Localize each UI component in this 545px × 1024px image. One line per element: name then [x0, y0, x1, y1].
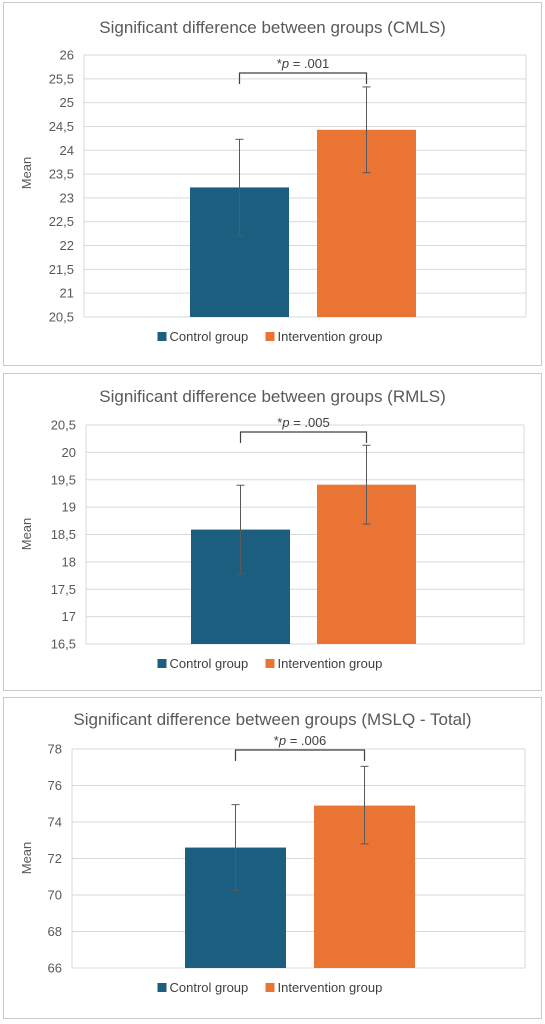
y-axis-label: Mean: [19, 157, 34, 190]
y-tick-label: 19,5: [51, 472, 76, 487]
chart-title: Significant difference between groups (R…: [99, 387, 445, 406]
y-tick-label: 26: [60, 48, 74, 63]
y-tick-label: 21,5: [49, 262, 74, 277]
chart-title: Significant difference between groups (M…: [73, 710, 471, 729]
chart-panel-rmls: Significant difference between groups (R…: [3, 373, 542, 691]
p-value-annotation: *p = .006: [274, 733, 326, 748]
y-tick-label: 20,5: [49, 310, 74, 325]
legend-intervention-group-label: Intervention group: [278, 980, 383, 995]
y-tick-label: 22: [60, 238, 74, 253]
legend-intervention-group-swatch: [265, 659, 275, 668]
y-tick-label: 21: [60, 286, 74, 301]
y-tick-label: 18,5: [51, 527, 76, 542]
chart-panel-mslq-total: Significant difference between groups (M…: [3, 697, 542, 1019]
y-tick-label: 19: [62, 500, 76, 515]
y-tick-label: 25,5: [49, 71, 74, 86]
y-tick-label: 17: [62, 609, 76, 624]
y-tick-label: 17,5: [51, 582, 76, 597]
legend-control-group-label: Control group: [170, 656, 249, 671]
legend-control-group-swatch: [157, 983, 167, 992]
y-tick-label: 16,5: [51, 637, 76, 652]
significance-bracket: [234, 749, 366, 761]
p-value-annotation: *p = .001: [277, 56, 329, 71]
legend-control-group-label: Control group: [170, 980, 249, 995]
y-tick-label: 66: [48, 961, 62, 976]
legend-intervention-group-swatch: [265, 332, 275, 341]
y-tick-label: 76: [48, 778, 62, 793]
significance-bracket: [238, 72, 368, 84]
y-tick-label: 18: [62, 554, 76, 569]
y-tick-label: 20: [62, 445, 76, 460]
chart-panel-cmls: Significant difference between groups (C…: [3, 2, 542, 366]
y-tick-label: 24,5: [49, 119, 74, 134]
y-tick-label: 68: [48, 924, 62, 939]
legend-control-group-label: Control group: [170, 329, 249, 344]
legend-control-group-swatch: [157, 659, 167, 668]
legend-intervention-group-swatch: [265, 983, 275, 992]
y-tick-label: 72: [48, 851, 62, 866]
y-tick-label: 78: [48, 742, 62, 757]
chart-title: Significant difference between groups (C…: [99, 18, 445, 37]
y-tick-label: 74: [48, 815, 62, 830]
y-tick-label: 70: [48, 888, 62, 903]
chart-svg: Significant difference between groups (R…: [19, 387, 525, 671]
legend-control-group-swatch: [157, 332, 167, 341]
p-value-annotation: *p = .005: [277, 415, 329, 430]
significance-bracket: [239, 431, 368, 443]
chart-svg: Significant difference between groups (M…: [19, 710, 526, 995]
y-axis-label: Mean: [19, 518, 34, 551]
legend-intervention-group-label: Intervention group: [278, 656, 383, 671]
y-axis-label: Mean: [19, 842, 34, 875]
y-tick-label: 25: [60, 95, 74, 110]
legend-intervention-group-label: Intervention group: [278, 329, 383, 344]
y-tick-label: 22,5: [49, 214, 74, 229]
y-tick-label: 24: [60, 143, 74, 158]
y-tick-label: 23: [60, 190, 74, 205]
y-tick-label: 23,5: [49, 167, 74, 182]
y-tick-label: 20,5: [51, 418, 76, 433]
chart-svg: Significant difference between groups (C…: [19, 18, 527, 344]
